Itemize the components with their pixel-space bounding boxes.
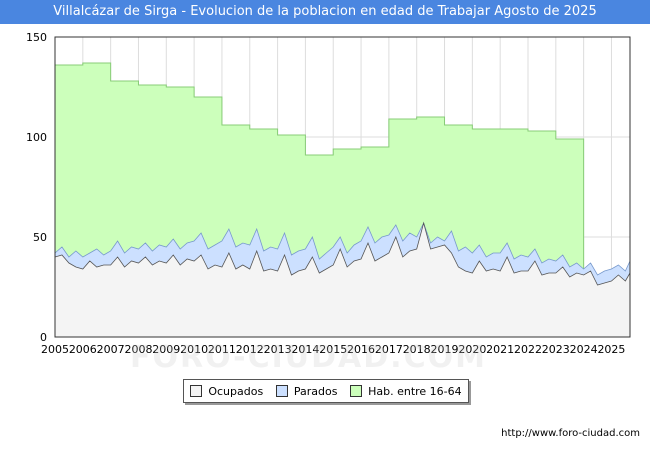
watermark: FORO-CIUDAD.COM <box>130 340 487 375</box>
x-tick-label-2009: 2009 <box>152 343 180 356</box>
x-tick-label-2022: 2022 <box>514 343 542 356</box>
x-tick-label-2012: 2012 <box>236 343 264 356</box>
y-tick-label-0: 0 <box>40 331 47 344</box>
x-tick-label-2015: 2015 <box>319 343 347 356</box>
legend-swatch-hab <box>350 385 363 397</box>
legend-item-ocupados: Ocupados <box>190 385 263 398</box>
x-tick-label-2005: 2005 <box>41 343 69 356</box>
x-tick-label-2014: 2014 <box>291 343 319 356</box>
plot-border <box>54 36 631 338</box>
x-tick-label-2019: 2019 <box>431 343 459 356</box>
x-tick-label-2010: 2010 <box>180 343 208 356</box>
legend-item-parados: Parados <box>275 384 338 398</box>
x-tick-label-2024: 2024 <box>570 343 598 356</box>
legend-swatch-parados <box>275 385 288 397</box>
x-tick-label-2025: 2025 <box>597 343 625 356</box>
x-tick-label-2017: 2017 <box>375 343 403 356</box>
x-tick-label-2018: 2018 <box>403 343 431 356</box>
legend-label-hab: Hab. entre 16-64 <box>368 384 462 398</box>
chart-title: Villalcázar de Sirga - Evolucion de la p… <box>0 0 650 24</box>
legend-label-parados: Parados <box>293 384 338 398</box>
x-tick-label-2007: 2007 <box>97 343 125 356</box>
legend-swatch-ocupados <box>190 385 203 397</box>
y-tick-label-50: 50 <box>33 231 47 244</box>
x-tick-label-2021: 2021 <box>486 343 514 356</box>
x-tick-label-2006: 2006 <box>69 343 97 356</box>
line-parados <box>54 221 631 276</box>
legend-item-hab: Hab. entre 16-64 <box>350 385 462 398</box>
x-tick-label-2016: 2016 <box>347 343 375 356</box>
y-tick-label-150: 150 <box>26 31 47 44</box>
chart-legend: Ocupados Parados Hab. entre 16-64 <box>183 379 469 403</box>
x-tick-label-2023: 2023 <box>542 343 570 356</box>
line-ocupados <box>54 221 631 286</box>
x-tick-label-2008: 2008 <box>124 343 152 356</box>
x-tick-label-2020: 2020 <box>458 343 486 356</box>
x-tick-label-2011: 2011 <box>208 343 236 356</box>
area-ocupados <box>55 223 630 337</box>
legend-label-ocupados: Ocupados <box>208 384 264 398</box>
footer-url[interactable]: http://www.foro-ciudad.com <box>501 428 640 439</box>
x-tick-label-2013: 2013 <box>264 343 292 356</box>
y-tick-label-100: 100 <box>26 131 47 144</box>
